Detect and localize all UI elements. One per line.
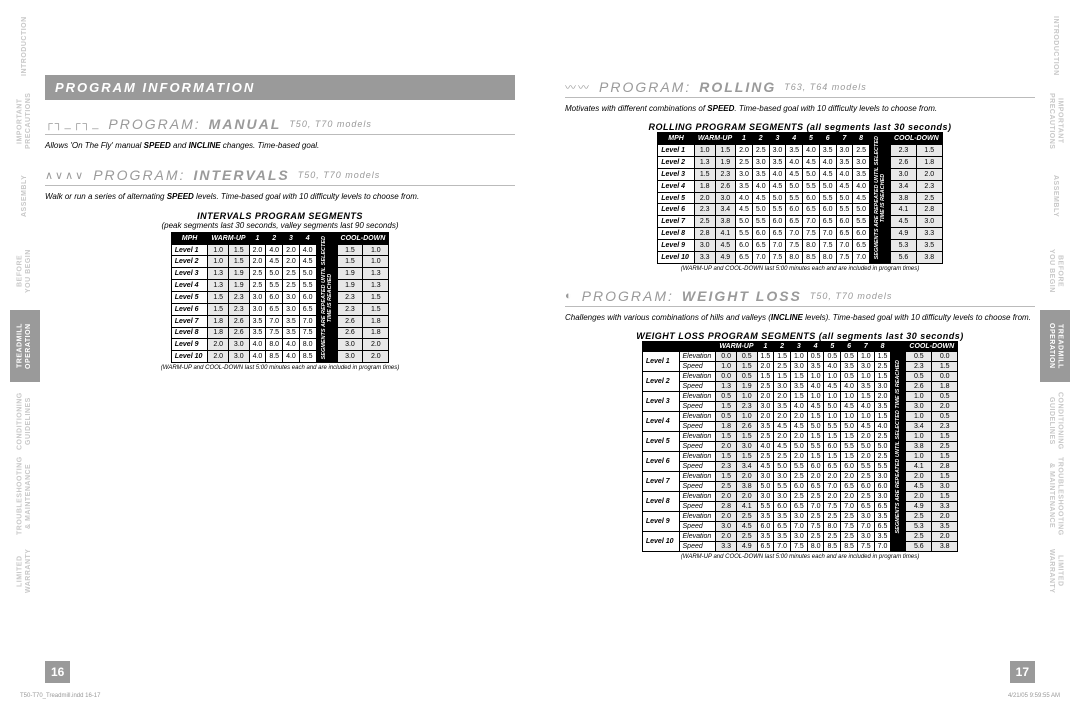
title-main: WEIGHT LOSS xyxy=(682,288,802,304)
note-weight: (WARM-UP and COOL-DOWN last 5:00 minutes… xyxy=(565,554,1035,560)
title-weight: ◐ PROGRAM: WEIGHT LOSS T50, T70 models xyxy=(565,284,1035,307)
manual-icon: ┌┐_┌┐_ xyxy=(45,118,100,130)
descr-intervals: Walk or run a series of alternating SPEE… xyxy=(45,192,515,202)
descr-weight: Challenges with various combinations of … xyxy=(565,313,1035,323)
table-sub-intervals: (peak segments last 30 seconds, valley s… xyxy=(45,221,515,230)
title-main: INTERVALS xyxy=(193,167,289,183)
title-main: ROLLING xyxy=(699,79,776,95)
page-number-right: 17 xyxy=(1010,661,1035,683)
page-left: INTRODUCTIONIMPORTANTPRECAUTIONSASSEMBLY… xyxy=(0,0,540,711)
tab-4[interactable]: TREADMILLOPERATION xyxy=(1040,310,1070,382)
table-weight: WARM-UP12345678SEGMENTS ARE REPEATED UNT… xyxy=(642,341,958,552)
table-title-rolling: ROLLING PROGRAM SEGMENTS (all segments l… xyxy=(565,122,1035,132)
footer-left: T50-T70_Treadmill.indd 16-17 xyxy=(20,693,100,699)
tabs-left: INTRODUCTIONIMPORTANTPRECAUTIONSASSEMBLY… xyxy=(10,10,40,610)
title-pre: PROGRAM: xyxy=(599,79,691,95)
title-models: T63, T64 models xyxy=(784,82,867,92)
header-program-info: PROGRAM INFORMATION xyxy=(45,75,515,100)
title-rolling: 〰〰 PROGRAM: ROLLING T63, T64 models xyxy=(565,75,1035,98)
tab-5[interactable]: CONDITIONINGGUIDELINES xyxy=(1040,385,1070,457)
title-models: T50, T70 models xyxy=(298,170,381,180)
tab-6[interactable]: TROUBLESHOOTING& MAINTENANCE xyxy=(10,460,40,532)
tab-3[interactable]: BEFOREYOU BEGIN xyxy=(10,235,40,307)
title-manual: ┌┐_┌┐_ PROGRAM: MANUAL T50, T70 models xyxy=(45,112,515,135)
intervals-icon: ∧∨∧∨ xyxy=(45,169,85,182)
descr-rolling: Motivates with different combinations of… xyxy=(565,104,1035,114)
descr-manual: Allows 'On The Fly' manual SPEED and INC… xyxy=(45,141,515,151)
tab-3[interactable]: BEFOREYOU BEGIN xyxy=(1040,235,1070,307)
tab-6[interactable]: TROUBLESHOOTING& MAINTENANCE xyxy=(1040,460,1070,532)
title-pre: PROGRAM: xyxy=(108,116,200,132)
note-rolling: (WARM-UP and COOL-DOWN last 5:00 minutes… xyxy=(565,266,1035,272)
rolling-icon: 〰〰 xyxy=(565,79,591,95)
page-right: INTRODUCTIONIMPORTANTPRECAUTIONSASSEMBLY… xyxy=(540,0,1080,711)
tab-7[interactable]: LIMITEDWARRANTY xyxy=(1040,535,1070,607)
footer-right: 4/21/05 9:59:55 AM xyxy=(1008,693,1060,699)
page-number-left: 16 xyxy=(45,661,70,683)
title-intervals: ∧∨∧∨ PROGRAM: INTERVALS T50, T70 models xyxy=(45,163,515,186)
tabs-right: INTRODUCTIONIMPORTANTPRECAUTIONSASSEMBLY… xyxy=(1040,10,1070,610)
table-title-weight: WEIGHT LOSS PROGRAM SEGMENTS (all segmen… xyxy=(565,331,1035,341)
tab-7[interactable]: LIMITEDWARRANTY xyxy=(10,535,40,607)
title-models: T50, T70 models xyxy=(810,291,893,301)
tab-0[interactable]: INTRODUCTION xyxy=(10,10,40,82)
title-main: MANUAL xyxy=(209,116,282,132)
tab-4[interactable]: TREADMILLOPERATION xyxy=(10,310,40,382)
tab-2[interactable]: ASSEMBLY xyxy=(1040,160,1070,232)
table-title-intervals: INTERVALS PROGRAM SEGMENTS xyxy=(45,211,515,221)
tab-0[interactable]: INTRODUCTION xyxy=(1040,10,1070,82)
title-pre: PROGRAM: xyxy=(582,288,674,304)
note-intervals: (WARM-UP and COOL-DOWN last 5:00 minutes… xyxy=(45,365,515,371)
title-models: T50, T70 models xyxy=(289,119,372,129)
tab-1[interactable]: IMPORTANTPRECAUTIONS xyxy=(10,85,40,157)
tab-1[interactable]: IMPORTANTPRECAUTIONS xyxy=(1040,85,1070,157)
table-rolling: MPHWARM-UP12345678SEGMENTS ARE REPEATED … xyxy=(657,132,942,263)
tab-2[interactable]: ASSEMBLY xyxy=(10,160,40,232)
tab-5[interactable]: CONDITIONINGGUIDELINES xyxy=(10,385,40,457)
weight-icon: ◐ xyxy=(565,290,574,302)
table-intervals: MPHWARM-UP1234SEGMENTS ARE REPEATED UNTI… xyxy=(171,232,390,363)
title-pre: PROGRAM: xyxy=(93,167,185,183)
